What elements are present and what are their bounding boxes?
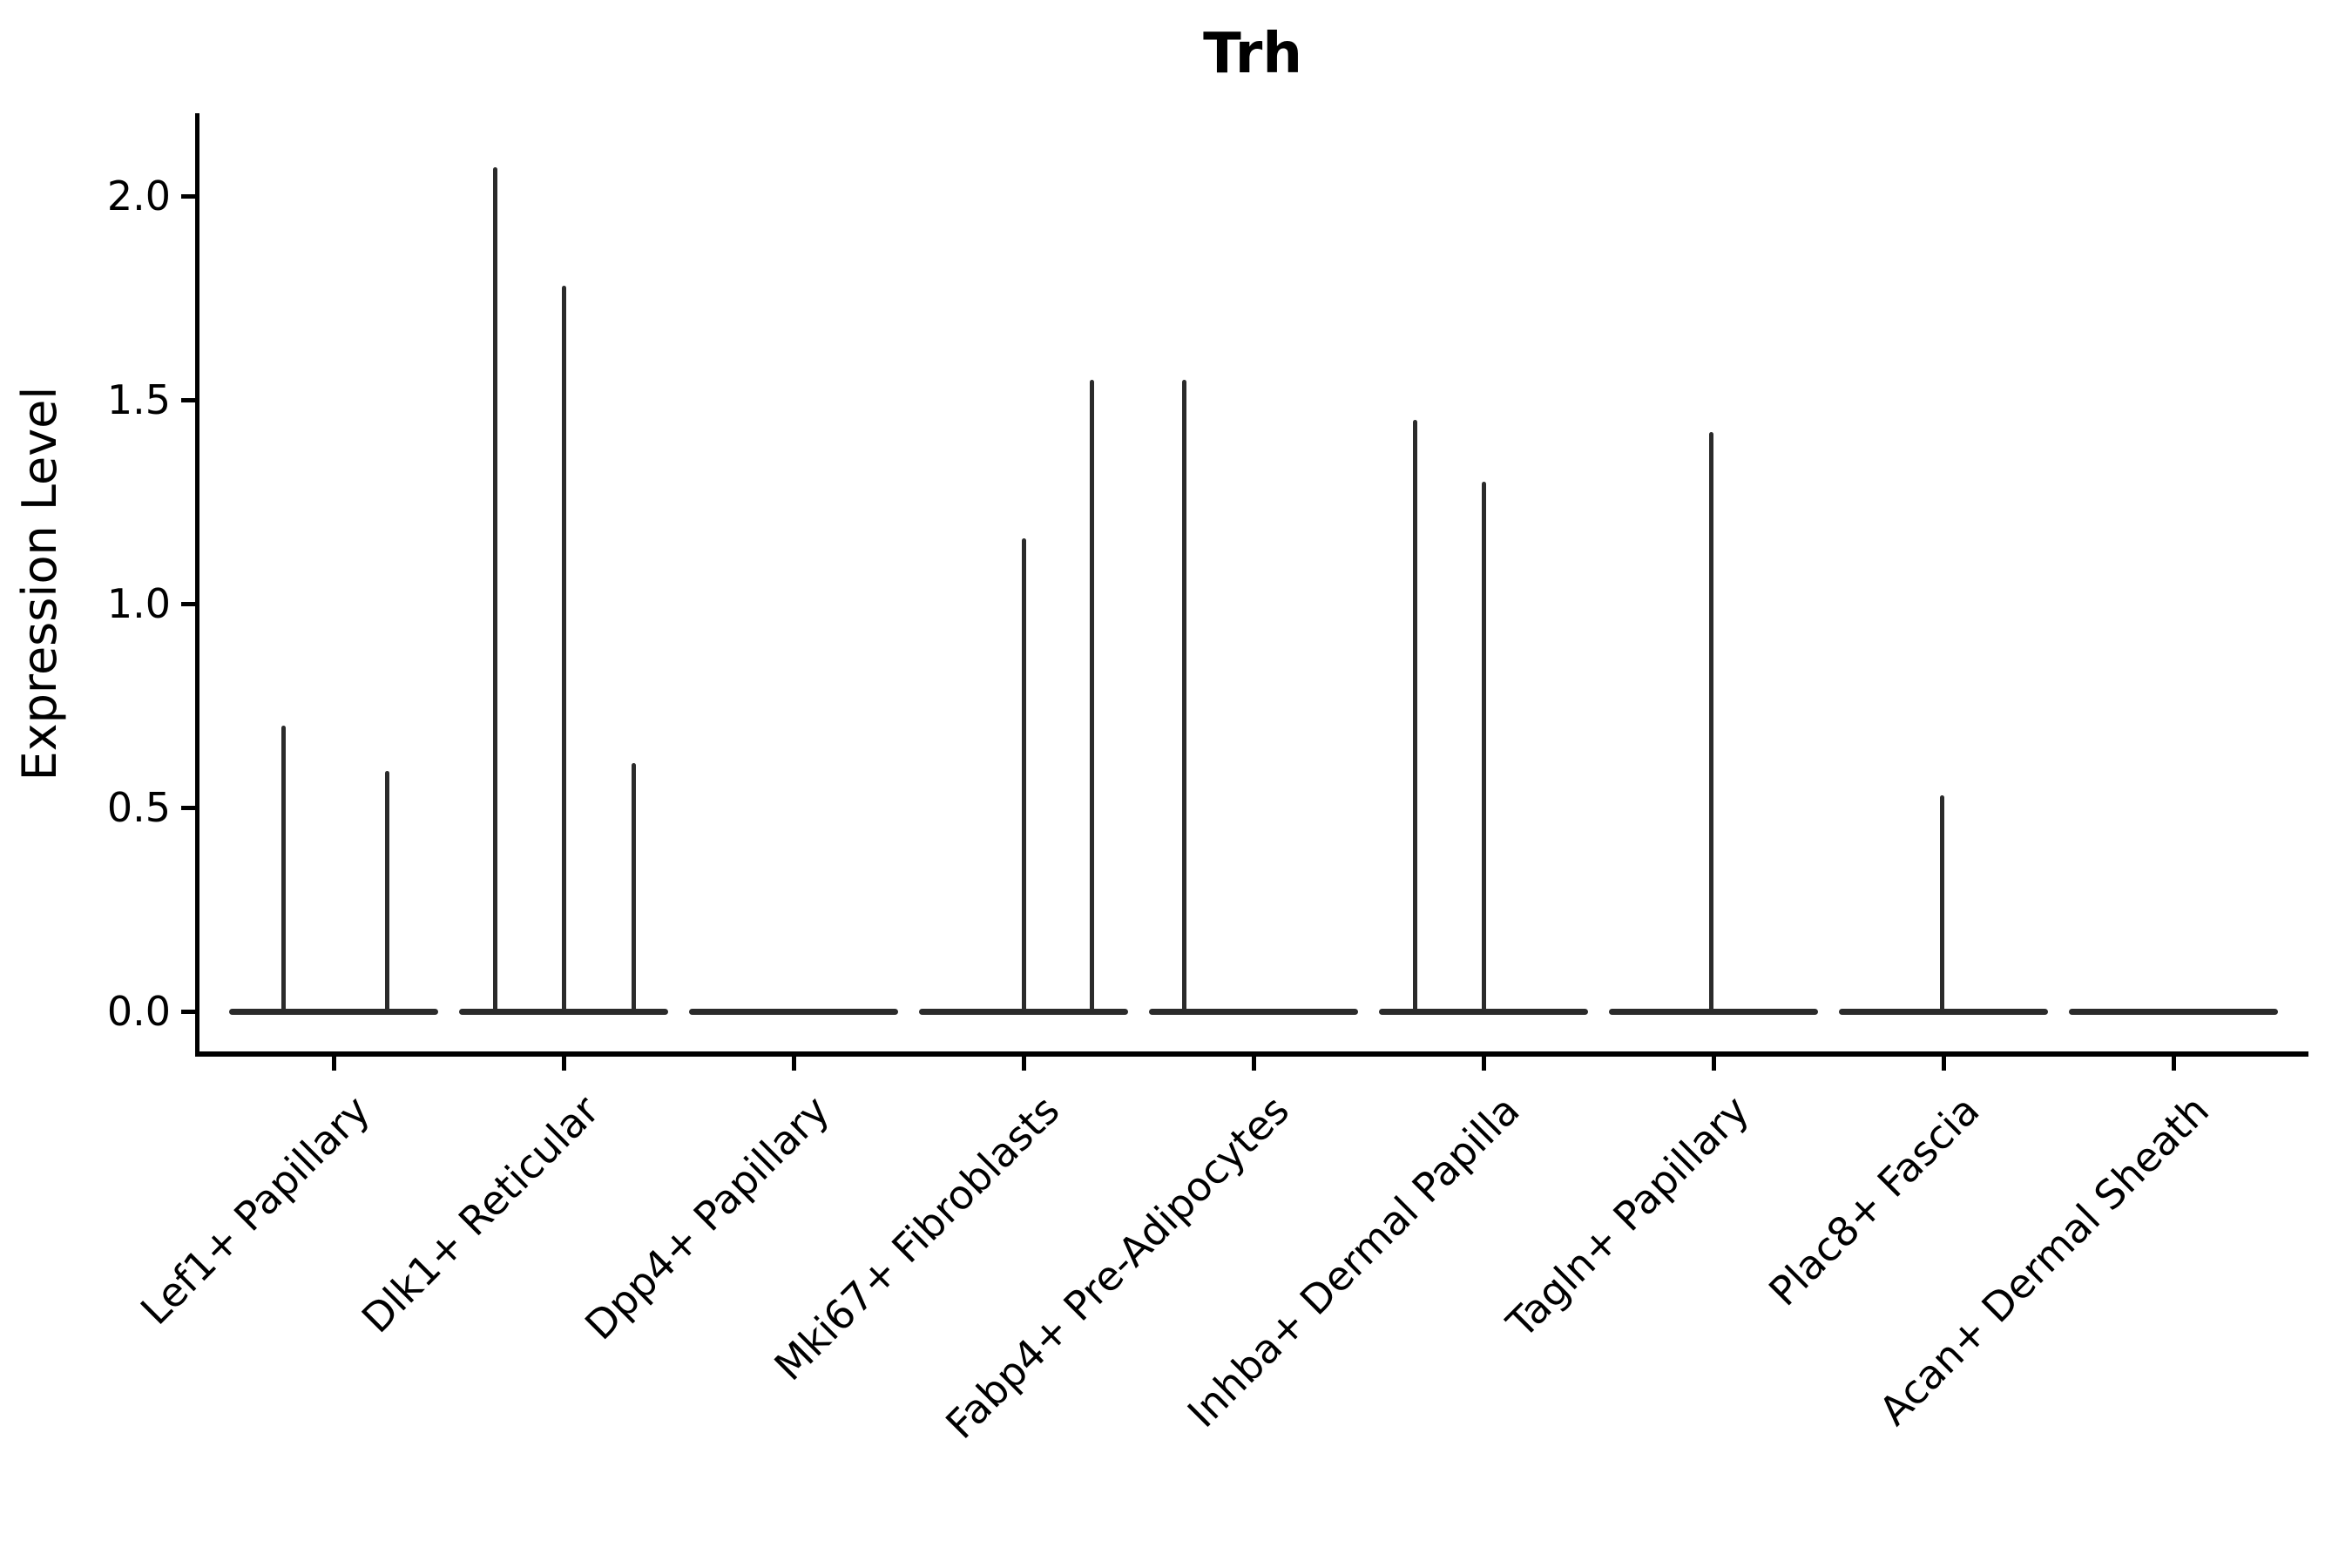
- y-tick-label: 0.0: [106, 988, 171, 1035]
- violin-spike: [1021, 538, 1026, 1014]
- x-category-label: Plac8+ Fascia: [1759, 1086, 1989, 1315]
- violin-spike: [1939, 794, 1944, 1014]
- x-tick: [1251, 1054, 1256, 1071]
- chart-title: Trh: [1203, 22, 1302, 86]
- x-category-label: Dpp4+ Papillary: [576, 1086, 839, 1349]
- violin-spike: [1481, 481, 1486, 1014]
- y-tick: [181, 805, 195, 810]
- y-tick: [181, 193, 195, 199]
- y-tick-label: 2.0: [106, 172, 171, 220]
- y-tick: [181, 397, 195, 402]
- y-tick-label: 1.5: [106, 376, 171, 423]
- y-tick-label: 0.5: [106, 784, 171, 831]
- violin-spike: [631, 762, 636, 1014]
- x-tick: [561, 1054, 566, 1071]
- y-axis-spine: [195, 113, 199, 1054]
- x-tick: [1021, 1054, 1026, 1071]
- violin-spike: [1708, 432, 1713, 1014]
- x-tick: [2171, 1054, 2176, 1071]
- x-tick: [791, 1054, 796, 1071]
- y-tick: [181, 1009, 195, 1014]
- violin-baseline: [1609, 1009, 1818, 1015]
- violin-spike: [1089, 379, 1094, 1014]
- x-category-label: Tagln+ Papillary: [1497, 1086, 1759, 1348]
- violin-spike: [1412, 420, 1417, 1014]
- x-category-label: Lef1+ Papillary: [131, 1086, 379, 1335]
- x-tick: [1941, 1054, 1946, 1071]
- x-tick: [331, 1054, 336, 1071]
- x-tick: [1711, 1054, 1716, 1071]
- y-tick-label: 1.0: [106, 580, 171, 627]
- violin-spike: [384, 770, 389, 1014]
- violin-spike: [492, 167, 497, 1014]
- violin-baseline: [689, 1009, 898, 1015]
- violin-spike: [561, 285, 566, 1014]
- x-category-label: Dlk1+ Reticular: [353, 1086, 609, 1342]
- y-tick: [181, 601, 195, 606]
- violin-baseline: [2069, 1009, 2278, 1015]
- violin-spike: [1181, 379, 1186, 1014]
- violin-baseline: [229, 1009, 438, 1015]
- violin-spike: [280, 726, 286, 1014]
- x-tick: [1481, 1054, 1486, 1071]
- violin-baseline: [1149, 1009, 1358, 1015]
